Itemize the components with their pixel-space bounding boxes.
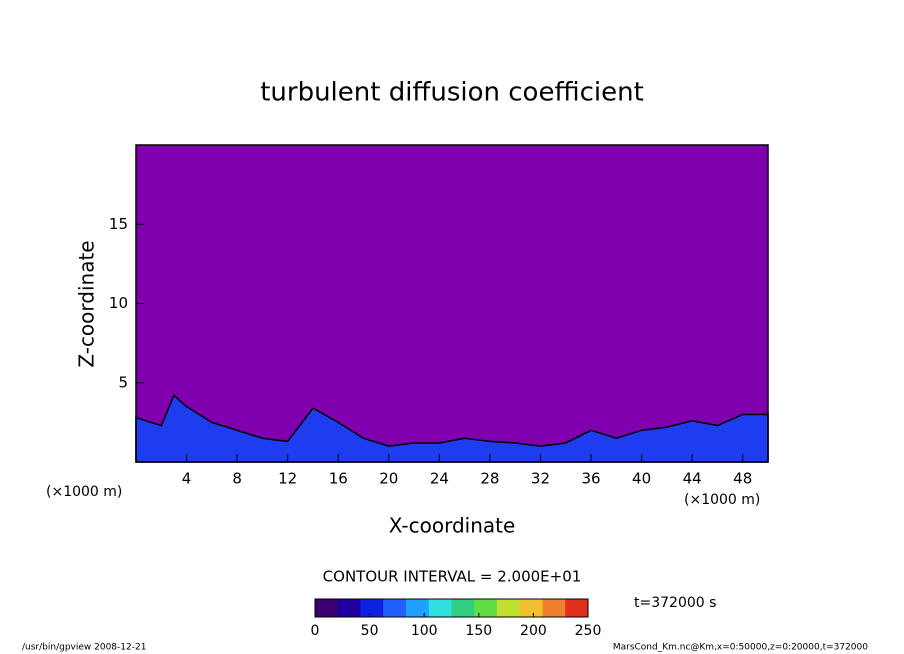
x-tick-label: 20 [379,470,398,488]
x-tick-label: 12 [278,470,297,488]
footer-right: MarsCond_Km.nc@Km,x=0:50000,z=0:20000,t=… [613,643,868,653]
colorbar-segment [542,599,566,617]
x-axis-label: X-coordinate [389,514,516,538]
colorbar-segment [315,599,339,617]
colorbar-segment [383,599,407,617]
colorbar-segment [474,599,498,617]
x-unit: (×1000 m) [684,492,760,508]
x-tick-label: 4 [182,470,192,488]
y-tick-label: 5 [118,373,128,391]
contour-interval: CONTOUR INTERVAL = 2.000E+01 [323,568,582,586]
footer-left: /usr/bin/gpview 2008-12-21 [22,643,146,653]
x-tick-label: 32 [531,470,550,488]
x-tick-label: 44 [683,470,702,488]
colorbar-tick-label: 50 [361,623,379,639]
colorbar-frame [314,598,589,618]
colorbar-segment [497,599,521,617]
x-tick-label: 40 [632,470,651,488]
x-tick-label: 24 [430,470,449,488]
colorbar-segment [406,599,430,617]
y-unit: (×1000 m) [46,484,122,500]
colorbar-tick-label: 150 [465,623,492,639]
colorbar-segment [428,599,452,617]
colorbar-segment [565,599,589,617]
x-tick-label: 28 [480,470,499,488]
colorbar-segment [360,599,384,617]
colorbar-segment [451,599,475,617]
colorbar-segment [337,599,361,617]
y-axis-label: Z-coordinate [75,240,99,367]
colorbar-tick-label: 200 [520,623,547,639]
turbulent-layer [135,394,769,463]
chart-title: turbulent diffusion coefficient [260,78,644,108]
colorbar-tick-label: 100 [411,623,438,639]
x-tick-label: 16 [329,470,348,488]
colorbar-segment [519,599,543,617]
x-tick-label: 8 [232,470,242,488]
time-label: t=372000 s [634,595,716,611]
colorbar-tick-label: 250 [575,623,602,639]
plot-background [136,145,768,462]
x-tick-label: 48 [733,470,752,488]
colorbar-tick-label: 0 [311,623,320,639]
y-tick-label: 10 [109,294,128,312]
y-tick-label: 15 [109,215,128,233]
x-tick-label: 36 [581,470,600,488]
